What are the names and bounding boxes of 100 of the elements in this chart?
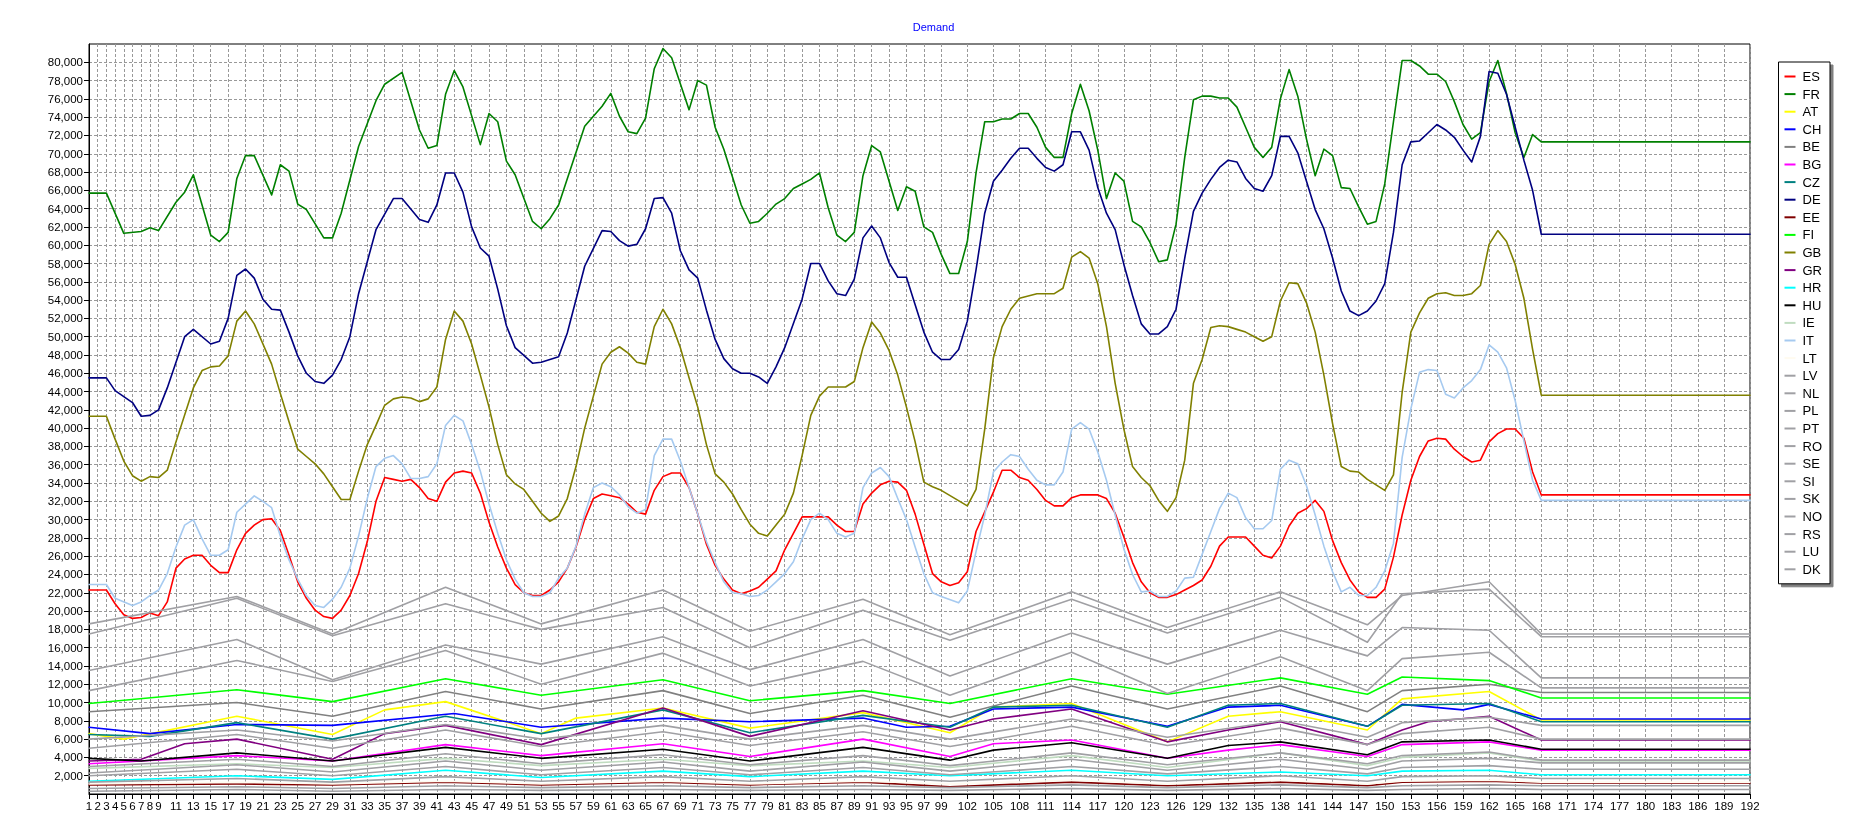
legend-label: FI xyxy=(1802,227,1815,243)
x-tick-label: 186 xyxy=(1688,800,1708,812)
y-tick-label: 10,000 xyxy=(47,696,83,709)
x-tick-label: 59 xyxy=(586,800,600,812)
x-tick-label: 132 xyxy=(1218,800,1238,812)
x-tick-label: 159 xyxy=(1453,800,1473,812)
y-tick-label: 24,000 xyxy=(47,568,83,581)
y-tick-label: 62,000 xyxy=(47,220,83,233)
x-tick-label: 23 xyxy=(273,800,287,812)
x-tick-label: 135 xyxy=(1244,800,1264,812)
y-tick-label: 68,000 xyxy=(47,166,83,179)
x-tick-label: 13 xyxy=(186,800,200,812)
y-tick-label: 18,000 xyxy=(47,623,83,636)
y-tick-label: 80,000 xyxy=(47,56,83,69)
x-tick-label: 117 xyxy=(1088,800,1107,812)
y-tick-label: 76,000 xyxy=(47,92,83,105)
x-tick-label: 53 xyxy=(534,800,548,812)
legend-label: EE xyxy=(1802,209,1821,225)
legend-label: PT xyxy=(1802,421,1820,436)
x-tick-label: 165 xyxy=(1505,800,1525,812)
legend-label: FR xyxy=(1802,86,1820,102)
x-tick-label: 47 xyxy=(482,800,496,812)
x-tick-label: 129 xyxy=(1192,800,1212,812)
x-tick-label: 81 xyxy=(778,800,792,812)
y-tick-label: 20,000 xyxy=(47,605,83,618)
y-tick-label: 60,000 xyxy=(47,239,83,252)
x-tick-label: 67 xyxy=(656,800,670,812)
x-tick-label: 45 xyxy=(465,800,479,812)
x-tick-label: 71 xyxy=(691,800,705,812)
x-tick-label: 15 xyxy=(204,800,218,812)
legend-label: CZ xyxy=(1802,174,1820,190)
y-tick-label: 8,000 xyxy=(54,714,83,727)
y-tick-label: 42,000 xyxy=(47,403,83,416)
x-tick-label: 43 xyxy=(447,800,461,812)
x-tick-label: 85 xyxy=(813,800,826,812)
x-tick-label: 138 xyxy=(1270,800,1290,812)
x-tick-label: 51 xyxy=(517,800,531,812)
y-tick-label: 30,000 xyxy=(47,513,83,526)
legend-label: GR xyxy=(1802,262,1822,278)
x-tick-label: 168 xyxy=(1531,800,1551,812)
x-tick-label: 49 xyxy=(500,800,513,812)
y-tick-label: 66,000 xyxy=(47,184,83,197)
x-tick-label: 75 xyxy=(726,800,739,812)
x-tick-label: 79 xyxy=(760,800,774,812)
legend-label: SE xyxy=(1802,456,1821,472)
x-tick-label: 171 xyxy=(1557,800,1577,812)
legend-label: SK xyxy=(1802,491,1821,507)
x-tick-label: 102 xyxy=(957,800,977,812)
x-tick-label: 111 xyxy=(1036,800,1055,812)
y-tick-label: 38,000 xyxy=(47,440,83,453)
legend-label: DE xyxy=(1802,192,1821,208)
legend-label: PL xyxy=(1802,403,1819,419)
legend-label: ES xyxy=(1802,69,1821,84)
x-tick-label: 25 xyxy=(291,800,305,812)
y-tick-label: 40,000 xyxy=(47,422,83,435)
x-tick-label: 87 xyxy=(830,800,844,812)
legend-label: RS xyxy=(1802,526,1821,542)
y-tick-label: 44,000 xyxy=(47,385,83,398)
legend-label: NO xyxy=(1802,509,1822,524)
x-tick-label: 180 xyxy=(1636,800,1656,812)
legend-label: SI xyxy=(1802,473,1815,489)
x-tick-label: 6 xyxy=(129,800,136,812)
x-tick-label: 95 xyxy=(900,800,913,812)
y-tick-label: 58,000 xyxy=(47,257,83,270)
x-tick-label: 19 xyxy=(239,800,252,812)
x-tick-label: 17 xyxy=(221,800,235,812)
x-tick-label: 91 xyxy=(865,800,879,812)
x-tick-label: 7 xyxy=(137,800,145,812)
y-tick-label: 74,000 xyxy=(47,111,83,124)
x-tick-label: 97 xyxy=(917,800,931,812)
x-tick-label: 11 xyxy=(169,800,182,812)
y-tick-label: 48,000 xyxy=(47,348,83,361)
x-tick-label: 77 xyxy=(743,800,757,812)
x-tick-label: 35 xyxy=(378,800,392,812)
legend-label: GB xyxy=(1802,245,1822,260)
x-tick-label: 33 xyxy=(360,800,374,812)
chart-title: Demand xyxy=(912,20,955,33)
x-tick-label: 5 xyxy=(120,800,127,812)
x-tick-label: 65 xyxy=(639,800,652,812)
x-tick-label: 162 xyxy=(1479,800,1499,812)
x-tick-label: 41 xyxy=(430,800,444,812)
x-tick-label: 177 xyxy=(1609,800,1630,812)
legend-label: LT xyxy=(1802,350,1817,366)
x-tick-label: 61 xyxy=(604,800,618,812)
y-tick-label: 26,000 xyxy=(47,550,83,563)
y-tick-label: 36,000 xyxy=(47,458,83,471)
legend-label: BE xyxy=(1802,139,1821,155)
x-tick-label: 31 xyxy=(343,800,357,812)
x-tick-label: 189 xyxy=(1714,800,1734,812)
y-tick-label: 46,000 xyxy=(47,367,83,380)
legend-label: AT xyxy=(1802,104,1819,120)
legend-label: DK xyxy=(1802,561,1821,577)
x-tick-label: 37 xyxy=(395,800,409,812)
y-tick-label: 72,000 xyxy=(47,129,83,142)
x-tick-label: 141 xyxy=(1296,800,1317,812)
legend-label: BG xyxy=(1802,157,1822,172)
x-tick-label: 150 xyxy=(1375,800,1395,812)
x-tick-label: 183 xyxy=(1662,800,1682,812)
y-tick-label: 78,000 xyxy=(47,74,83,87)
legend-label: LU xyxy=(1802,544,1820,560)
